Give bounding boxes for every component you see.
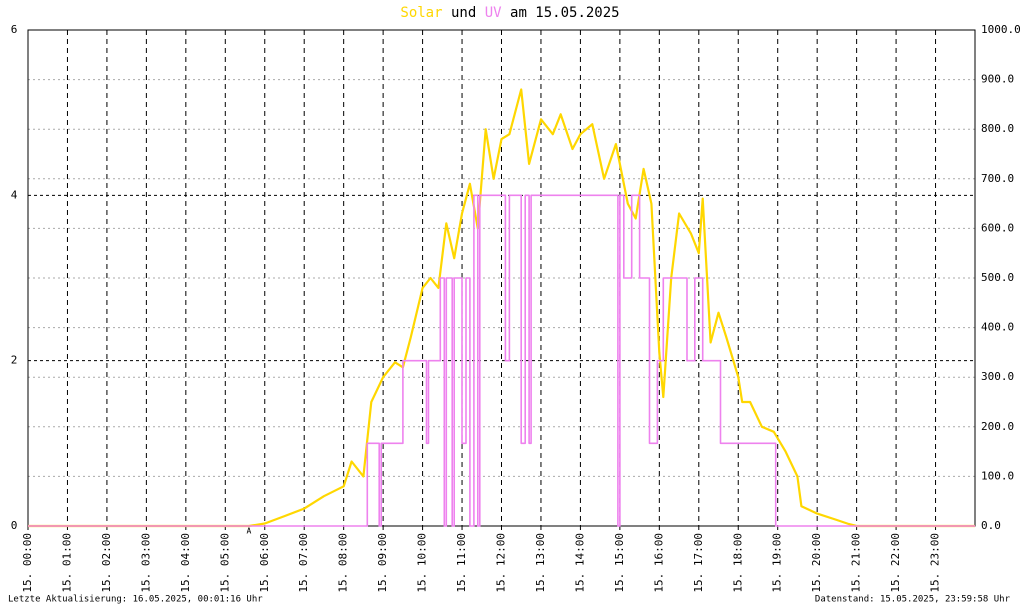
title-solar: Solar bbox=[400, 5, 442, 21]
y-tick-label: 2 bbox=[11, 354, 18, 367]
y2-tick-label: 400.0 bbox=[981, 321, 1014, 334]
y2-tick-label: 600.0 bbox=[981, 221, 1014, 234]
x-tick-label: 15. 13:00 bbox=[534, 533, 547, 593]
y2-tick-label: 900.0 bbox=[981, 73, 1014, 86]
footer-left: Letzte Aktualisierung: 16.05.2025, 00:01… bbox=[8, 595, 263, 605]
x-tick-label: 15. 11:00 bbox=[455, 533, 468, 593]
y2-tick-label: 200.0 bbox=[981, 420, 1014, 433]
y2-tick-label: 700.0 bbox=[981, 172, 1014, 185]
x-tick-label: 15. 02:00 bbox=[100, 533, 113, 593]
x-tick-label: 15. 08:00 bbox=[337, 533, 350, 593]
x-tick-label: 15. 07:00 bbox=[297, 533, 310, 593]
x-tick-label: 15. 03:00 bbox=[139, 533, 152, 593]
x-tick-label: 15. 06:00 bbox=[258, 533, 271, 593]
x-tick-label: 15. 17:00 bbox=[692, 533, 705, 593]
x-tick-label: 15. 14:00 bbox=[573, 533, 586, 593]
x-tick-label: 15. 16:00 bbox=[652, 533, 665, 593]
y2-tick-label: 800.0 bbox=[981, 122, 1014, 135]
footer-right: Datenstand: 15.05.2025, 23:59:58 Uhr bbox=[815, 595, 1011, 605]
x-tick-label: 15. 15:00 bbox=[613, 533, 626, 593]
y2-tick-label: 300.0 bbox=[981, 370, 1014, 383]
series-line bbox=[28, 194, 975, 527]
x-tick-label: 15. 19:00 bbox=[771, 533, 784, 593]
x-tick-label: 15. 21:00 bbox=[850, 533, 863, 593]
x-tick-label: 15. 00:00 bbox=[21, 533, 34, 593]
x-tick-label: 15. 12:00 bbox=[495, 533, 508, 593]
title-date: am 15.05.2025 bbox=[510, 5, 620, 21]
chart-title: Solar und UV am 15.05.2025 bbox=[400, 5, 619, 21]
x-tick-label: 15. 23:00 bbox=[929, 533, 942, 593]
title-connector: und bbox=[451, 5, 476, 21]
annotation: A bbox=[247, 527, 252, 536]
title-uv: UV bbox=[485, 5, 502, 21]
plot-frame bbox=[27, 29, 976, 527]
x-tick-label: 15. 22:00 bbox=[889, 533, 902, 593]
y-tick-label: 0 bbox=[11, 519, 18, 532]
x-tick-label: 15. 10:00 bbox=[416, 533, 429, 593]
x-tick-label: 15. 05:00 bbox=[218, 533, 231, 593]
x-tick-label: 15. 18:00 bbox=[731, 533, 744, 593]
y2-tick-label: 0.0 bbox=[981, 519, 1001, 532]
x-tick-label: 15. 04:00 bbox=[179, 533, 192, 593]
y2-tick-label: 100.0 bbox=[981, 469, 1014, 482]
y2-tick-label: 500.0 bbox=[981, 271, 1014, 284]
series-line bbox=[28, 88, 975, 528]
x-tick-label: 15. 09:00 bbox=[376, 533, 389, 593]
x-tick-label: 15. 20:00 bbox=[810, 533, 823, 593]
y2-tick-label: 1000.0 bbox=[981, 23, 1020, 36]
y-tick-label: 4 bbox=[11, 188, 18, 201]
x-tick-label: 15. 01:00 bbox=[60, 533, 73, 593]
y-tick-label: 6 bbox=[11, 23, 18, 36]
